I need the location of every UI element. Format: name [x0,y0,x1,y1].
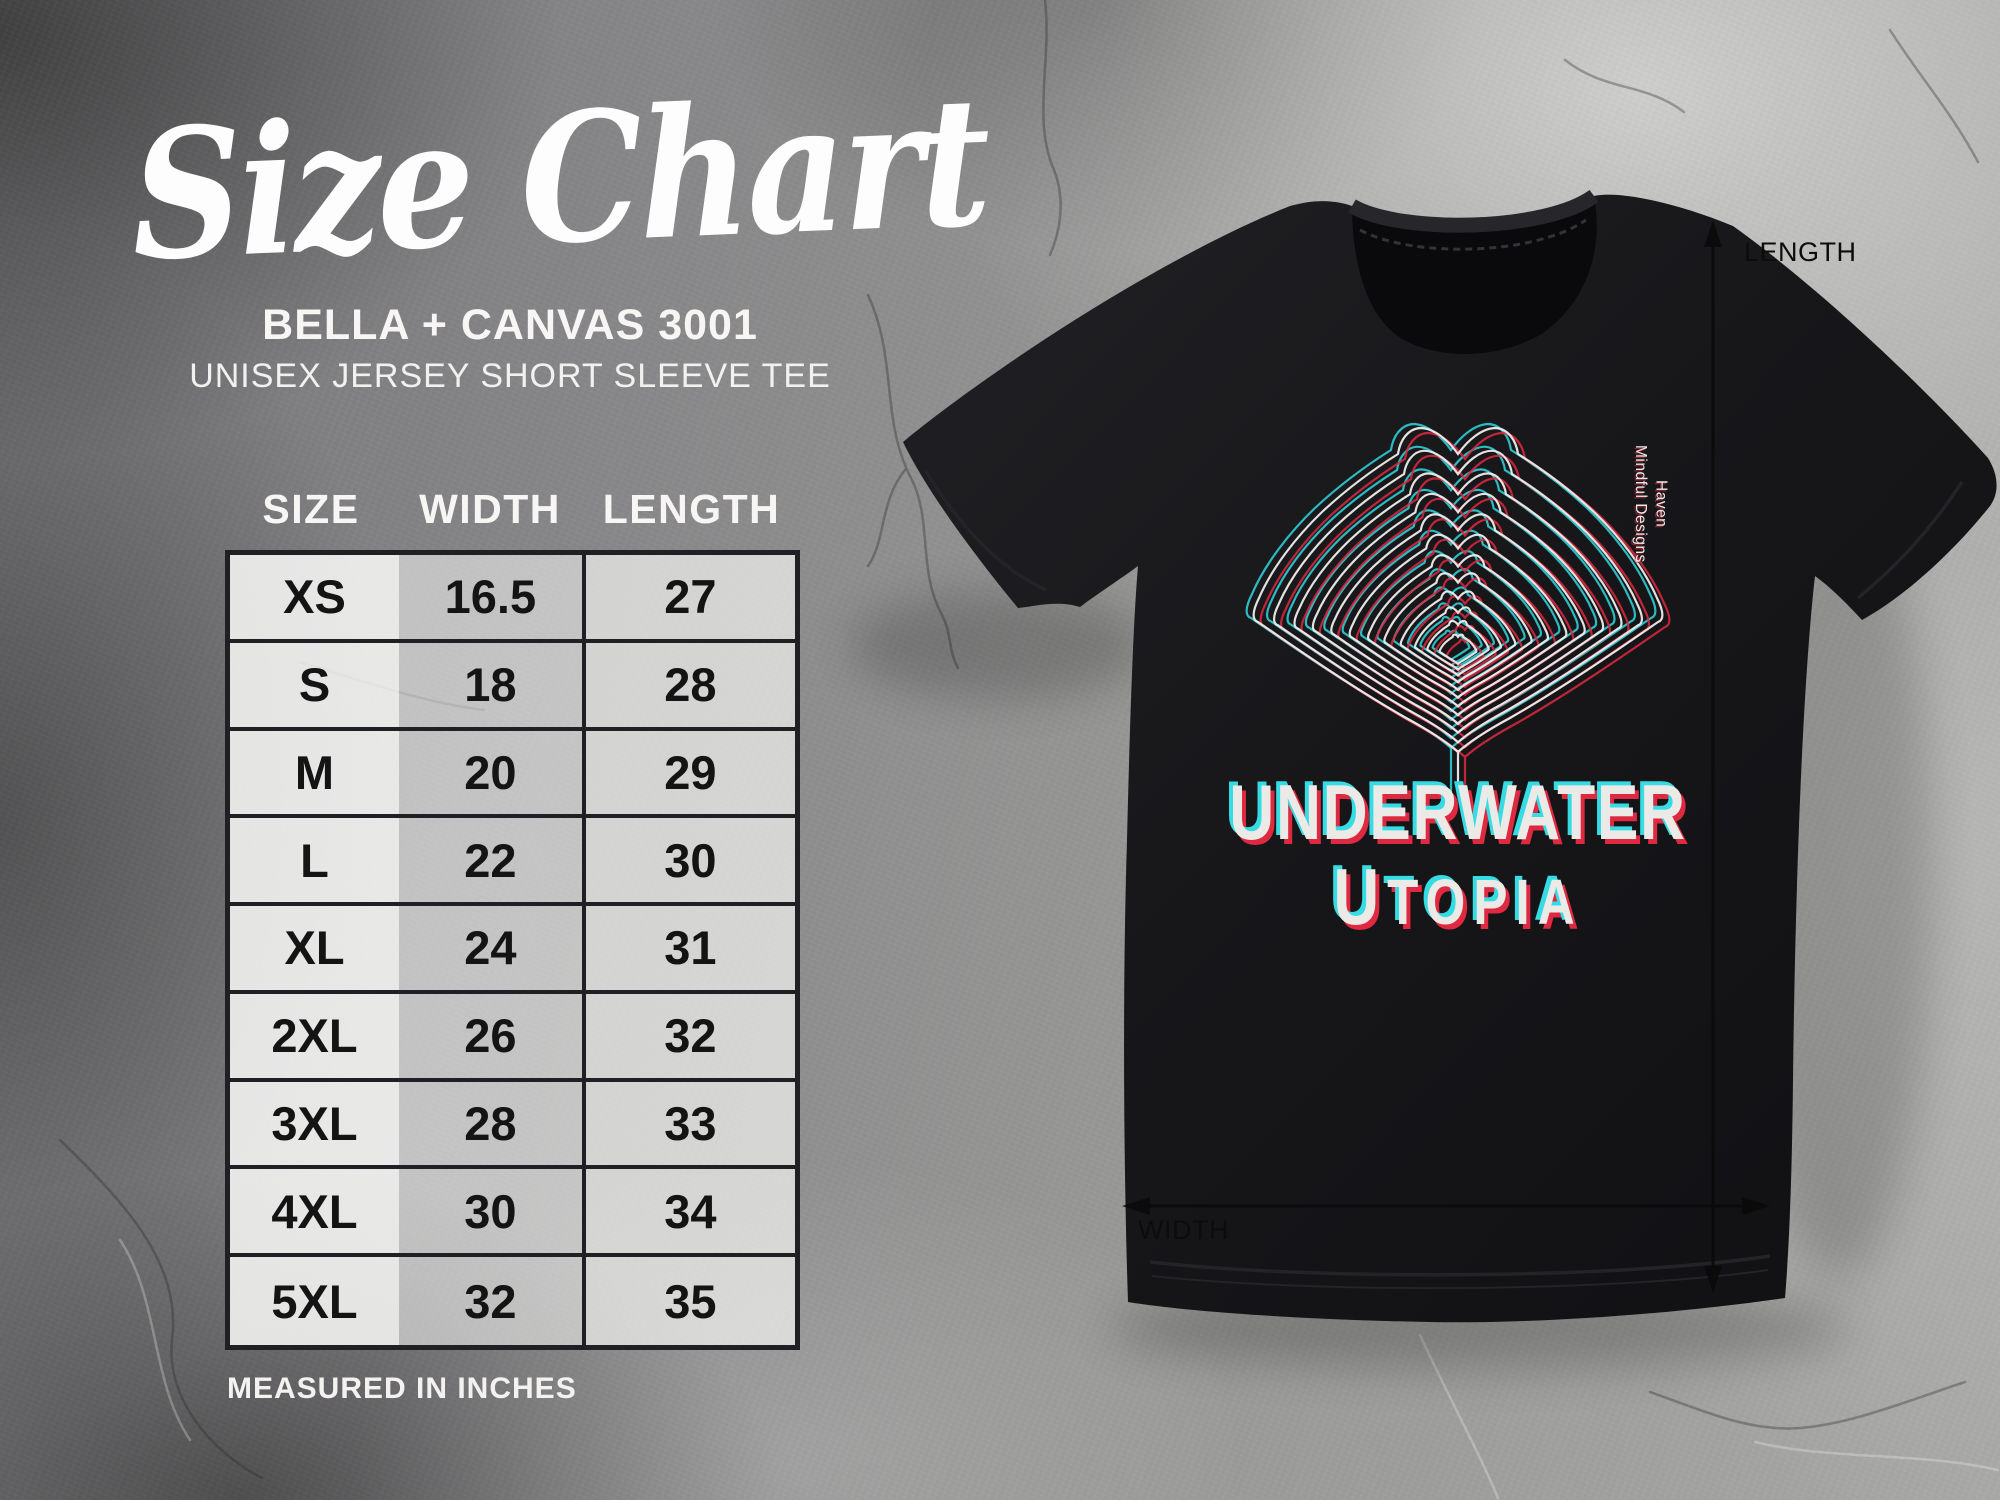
table-cell-size: 4XL [230,1169,399,1258]
table-cell-length: 27 [581,555,795,643]
design-line-1: UNDERWATER [1229,768,1687,856]
table-cell-width: 26 [399,993,582,1082]
table-cell-size: XL [230,906,399,994]
table-cell-size: 2XL [230,993,399,1082]
column-header-length: LENGTH [602,486,781,532]
table-cell-width: 28 [399,1081,582,1170]
table-cell-length: 30 [581,818,795,907]
table-cell-width: 32 [399,1257,582,1345]
shirt-design-text: UNDERWATER UTOPIA [1128,773,1788,936]
table-cell-length: 31 [581,906,795,994]
length-arrow [1704,220,1722,1293]
watermark-line-1: Mindful Designs [1632,444,1650,563]
shirt-silhouette [903,194,1997,1323]
table-cell-length: 34 [581,1169,795,1258]
width-measure-label: WIDTH [1138,1215,1229,1245]
collar [1348,189,1599,354]
length-measure-label: LENGTH [1744,237,1857,267]
width-arrow [1122,1197,1770,1215]
table-cell-size: L [230,818,399,907]
column-header-size: SIZE [262,486,360,532]
table-cell-size: S [230,642,399,731]
table-cell-length: 33 [581,1081,795,1170]
table-cell-length: 29 [581,730,795,819]
column-header-width: WIDTH [419,486,561,532]
table-cell-width: 16.5 [399,555,582,643]
product-subtitle: UNISEX JERSEY SHORT SLEEVE TEE [189,357,831,395]
table-cell-size: 5XL [230,1257,399,1345]
table-cell-width: 30 [399,1169,582,1258]
table-cell-length: 35 [581,1257,795,1345]
table-cell-size: 3XL [230,1081,399,1170]
table-column-headers: SIZE WIDTH LENGTH [225,486,800,533]
table-cell-size: M [230,730,399,819]
designer-watermark: Mindful Designs Haven [1630,416,1670,591]
table-cell-length: 28 [581,642,795,731]
watermark-line-2: Haven [1652,479,1670,528]
table-cell-width: 18 [399,642,582,731]
table-cell-width: 22 [399,818,582,907]
seams [923,469,1964,1290]
units-footnote: MEASURED IN INCHES [227,1372,577,1405]
brand-subtitle: BELLA + CANVAS 3001 [262,301,758,349]
table-cell-width: 24 [399,906,582,994]
size-table: XS 16.5 27 S 18 28 M 20 29 L 22 30 XL 24… [225,550,800,1350]
design-line-2: UTOPIA [1333,852,1583,941]
table-cell-length: 32 [581,993,795,1082]
table-cell-width: 20 [399,730,582,819]
table-cell-size: XS [230,555,399,643]
